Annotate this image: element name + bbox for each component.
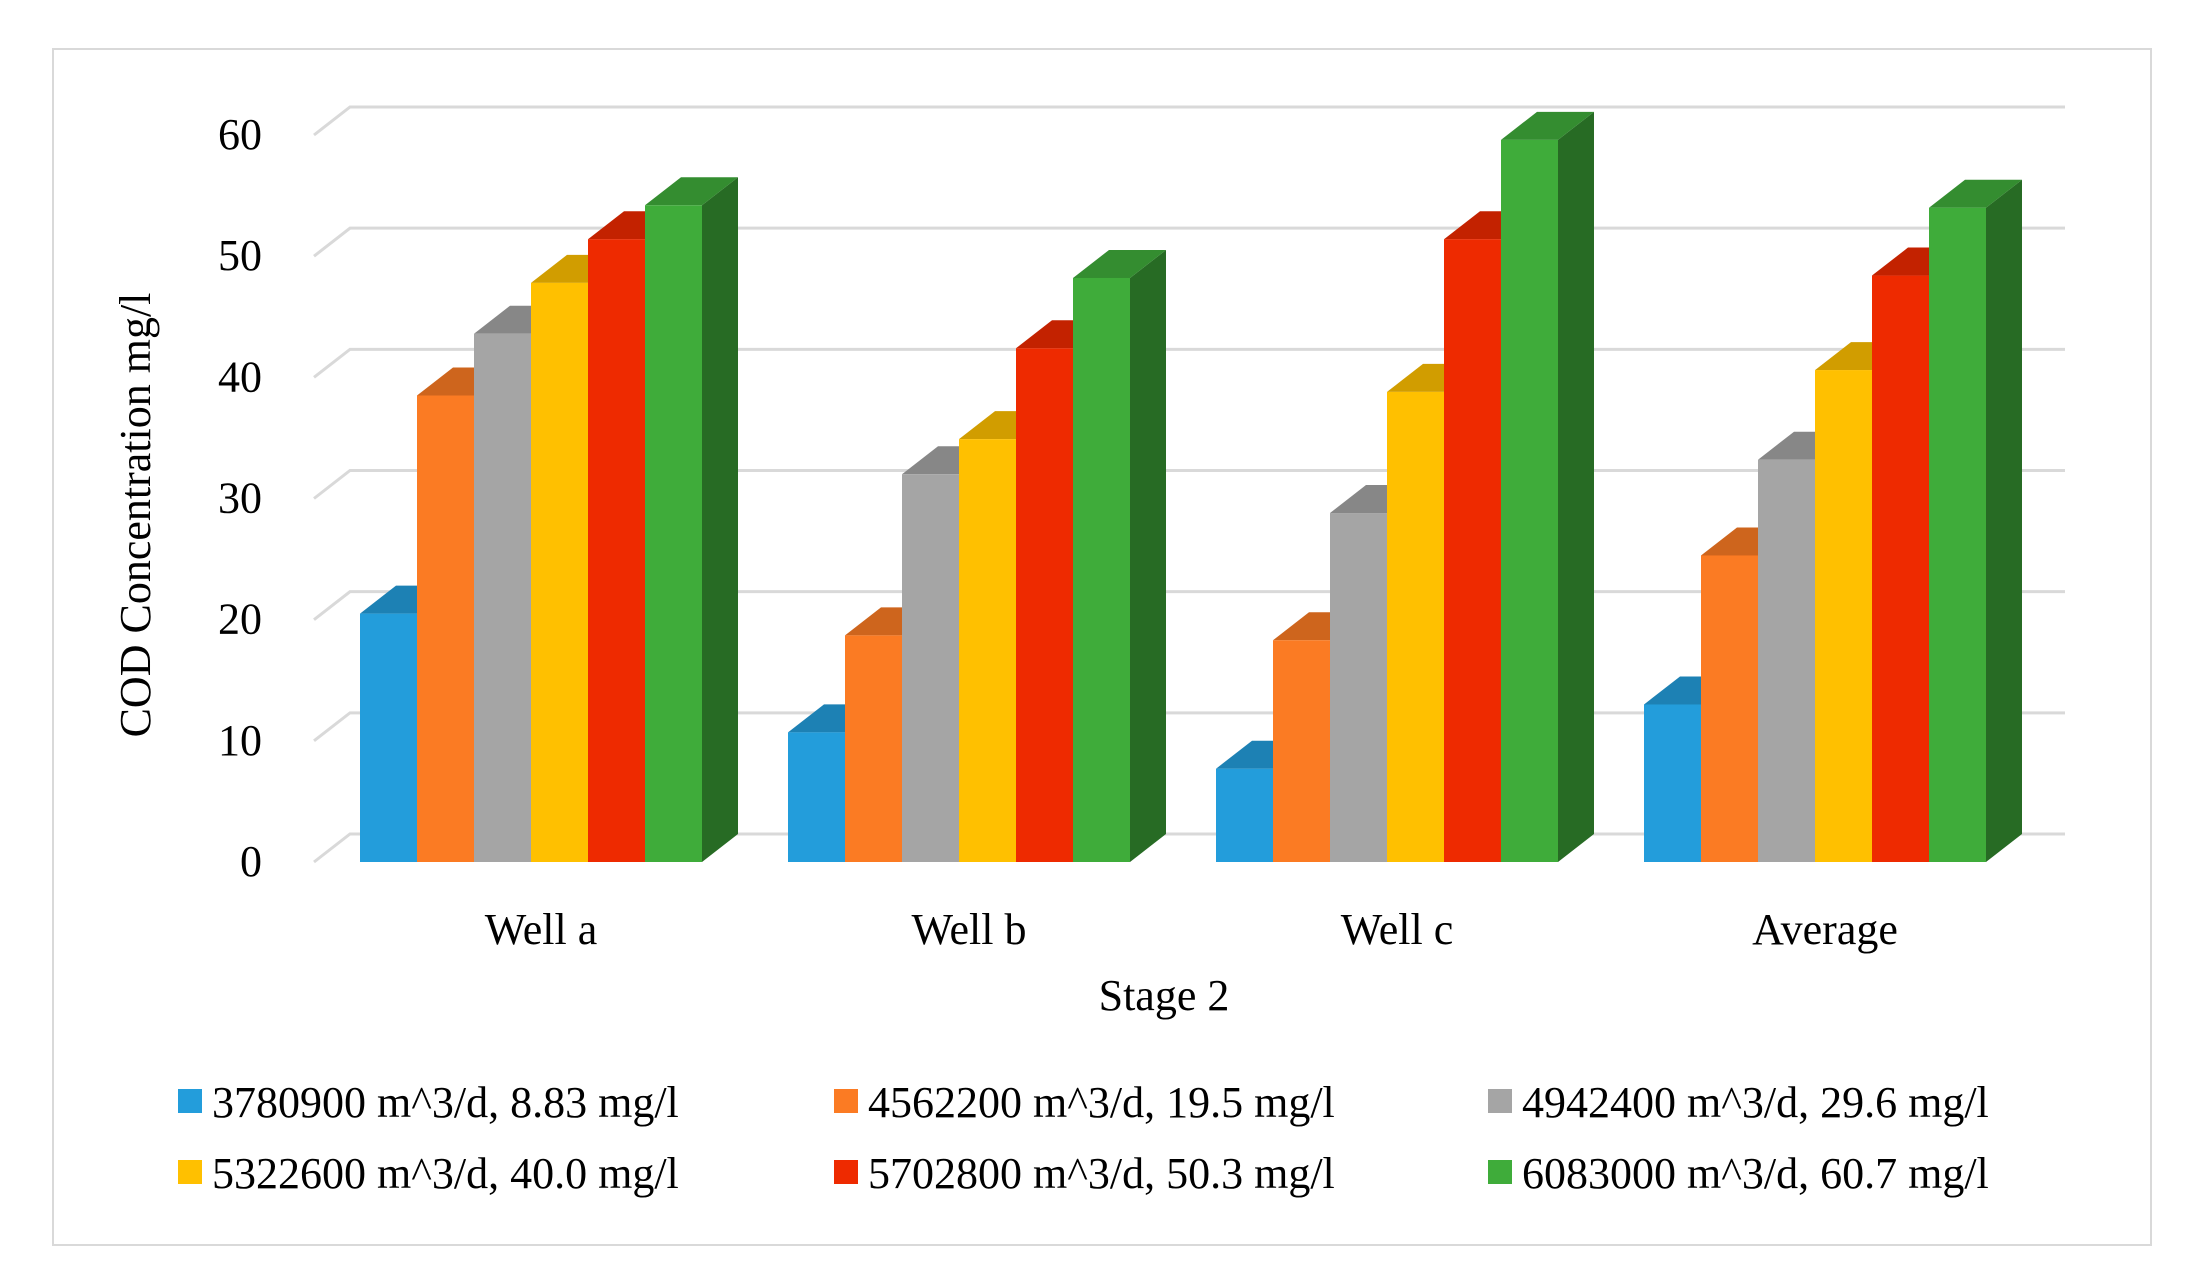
bar-front (360, 613, 417, 862)
bar-front (1758, 459, 1815, 862)
legend-item: 5702800 m^3/d, 50.3 mg/l (834, 1149, 1335, 1198)
bar-front (788, 732, 845, 862)
bar-top (1929, 179, 2022, 208)
bar-top (1073, 249, 1166, 278)
legend-swatch (834, 1160, 858, 1184)
bars (360, 111, 2022, 863)
bar-front (645, 205, 702, 862)
bar-side (702, 177, 738, 862)
bar-front (1929, 207, 1986, 862)
y-axis-title: COD Concentration mg/l (111, 293, 160, 738)
y-axis-ticks: 0 10 20 30 40 50 60 (218, 110, 262, 886)
y-tick-label: 20 (218, 595, 262, 644)
legend-label: 6083000 m^3/d, 60.7 mg/l (1522, 1149, 1989, 1198)
x-category-label: Well a (485, 905, 598, 954)
bar-top (1501, 111, 1594, 140)
bar (1501, 111, 1594, 862)
x-category-label: Well b (912, 905, 1027, 954)
bar-front (1073, 277, 1130, 862)
bar-side (1986, 179, 2022, 862)
bar-front (959, 439, 1016, 862)
x-category-label: Average (1752, 905, 1898, 954)
bar-front (1501, 139, 1558, 862)
legend-swatch (178, 1160, 202, 1184)
y-tick-label: 50 (218, 231, 262, 280)
bar (1073, 249, 1166, 862)
bar-front (474, 333, 531, 862)
y-tick-label: 10 (218, 716, 262, 765)
legend-item: 6083000 m^3/d, 60.7 mg/l (1488, 1149, 1989, 1198)
bar-front (1872, 275, 1929, 862)
legend-label: 3780900 m^3/d, 8.83 mg/l (212, 1078, 679, 1127)
bar-front (845, 635, 902, 862)
y-tick-label: 30 (218, 474, 262, 523)
bar-front (1273, 640, 1330, 862)
gridline (313, 226, 2065, 258)
y-tick-label: 40 (218, 352, 262, 401)
bar-front (1701, 555, 1758, 862)
legend-swatch (1488, 1089, 1512, 1113)
x-axis-title: Stage 2 (1099, 971, 1230, 1020)
bar-top (645, 177, 738, 206)
legend-item: 5322600 m^3/d, 40.0 mg/l (178, 1149, 679, 1198)
y-tick-label: 0 (240, 837, 262, 886)
bar (1929, 179, 2022, 862)
bar-front (1330, 513, 1387, 862)
x-axis-categories: Well a Well b Well c Average (485, 905, 1898, 954)
bar-side (1558, 111, 1594, 862)
bar-front (1387, 391, 1444, 862)
bar-front (531, 282, 588, 862)
bar-front (902, 474, 959, 862)
legend: 3780900 m^3/d, 8.83 mg/l 4562200 m^3/d, 1… (178, 1078, 1989, 1198)
legend-item: 3780900 m^3/d, 8.83 mg/l (178, 1078, 679, 1127)
legend-item: 4562200 m^3/d, 19.5 mg/l (834, 1078, 1335, 1127)
gridline (313, 105, 2065, 137)
bar-side (1130, 249, 1166, 862)
bar-front (1216, 768, 1273, 862)
legend-item: 4942400 m^3/d, 29.6 mg/l (1488, 1078, 1989, 1127)
bar-front (1016, 348, 1073, 863)
legend-swatch (834, 1089, 858, 1113)
bar (645, 177, 738, 862)
legend-label: 4942400 m^3/d, 29.6 mg/l (1522, 1078, 1989, 1127)
bar-front (1815, 370, 1872, 862)
legend-label: 5322600 m^3/d, 40.0 mg/l (212, 1149, 679, 1198)
bar-front (1444, 239, 1501, 862)
legend-swatch (178, 1089, 202, 1113)
legend-label: 5702800 m^3/d, 50.3 mg/l (868, 1149, 1335, 1198)
y-tick-label: 60 (218, 110, 262, 159)
legend-swatch (1488, 1160, 1512, 1184)
bar-front (588, 239, 645, 862)
bar-front (1644, 704, 1701, 862)
legend-label: 4562200 m^3/d, 19.5 mg/l (868, 1078, 1335, 1127)
bar-front (417, 395, 474, 862)
x-category-label: Well c (1341, 905, 1454, 954)
